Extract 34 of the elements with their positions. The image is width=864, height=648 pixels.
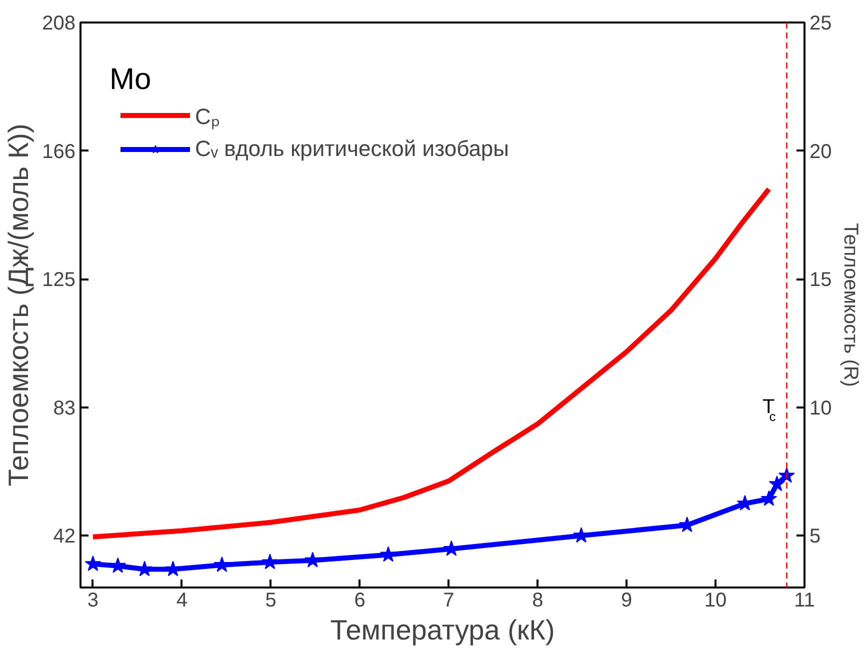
x-tick-label: 10: [704, 590, 727, 612]
y2-tick-label: 5: [810, 526, 821, 548]
point: [768, 476, 786, 492]
y-tick-label: 125: [42, 269, 76, 292]
y-axis-title: Теплоемкость (Дж/(моль К)): [3, 124, 34, 486]
y-tick-label: 166: [42, 140, 76, 163]
text: Mo: [109, 62, 152, 96]
point: [110, 557, 126, 573]
point: [84, 556, 102, 572]
x-tick-label: 8: [532, 590, 544, 612]
point: [380, 546, 396, 562]
x-axis-title: Температура (кК): [330, 614, 555, 646]
y-tick-label: 42: [53, 526, 76, 548]
y2-tick-label: 10: [810, 397, 832, 420]
point: [304, 552, 321, 568]
point: [760, 490, 778, 506]
point: [214, 556, 230, 572]
y-tick-label: 208: [42, 12, 76, 34]
point: [262, 554, 278, 570]
y2-tick-label: 25: [810, 12, 832, 34]
x-tick-label: 7: [443, 590, 454, 612]
x-tick-label: 6: [354, 590, 366, 612]
point: [164, 560, 182, 576]
y2-tick-label: 20: [810, 140, 832, 163]
x-tick-label: 5: [265, 590, 276, 612]
x-tick-label: 11: [794, 590, 815, 612]
y2-tick-label: 15: [810, 269, 832, 292]
x-tick-label: 4: [176, 590, 188, 612]
y2-axis-title: Теплоемкость (R): [840, 223, 862, 387]
y-tick-label: 83: [53, 397, 76, 420]
legend-label: Cₚ: [195, 103, 220, 130]
x-tick-label: 9: [621, 590, 632, 612]
x-tick-label: 3: [87, 590, 99, 612]
legend-label: Cᵥ вдоль критической изобары: [195, 136, 509, 162]
